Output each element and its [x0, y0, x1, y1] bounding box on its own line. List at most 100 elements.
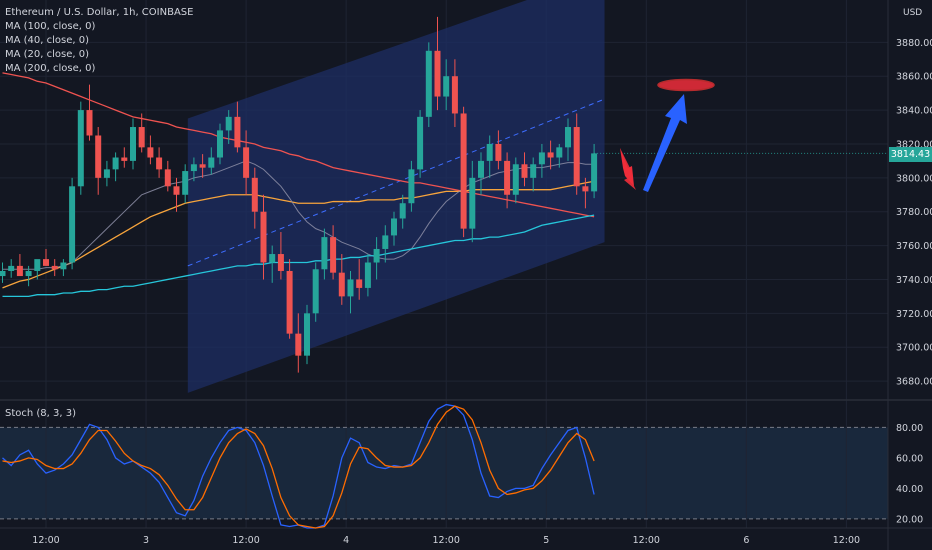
candle — [408, 160, 415, 212]
time-tick-label: 6 — [743, 535, 749, 546]
candle — [121, 147, 128, 168]
candle — [69, 177, 76, 270]
candle-body — [190, 164, 197, 172]
chart-title[interactable]: Ethereum / U.S. Dollar, 1h, COINBASE — [5, 7, 194, 18]
candle — [538, 143, 545, 178]
stoch-d-line — [2, 405, 595, 529]
last-price-badge: 3814.43 — [889, 147, 932, 162]
candle-body — [269, 254, 276, 263]
candle-body — [208, 157, 215, 168]
candle — [434, 16, 441, 111]
candle — [295, 313, 302, 373]
candle — [251, 167, 258, 229]
price-tick-label: 3860.00 — [896, 72, 932, 83]
candle-body — [25, 270, 32, 277]
candle — [243, 130, 250, 195]
price-tick-label: 3880.00 — [896, 38, 932, 49]
candle-body — [451, 76, 458, 114]
candle — [130, 118, 136, 170]
candle-body — [164, 169, 171, 187]
candle — [321, 228, 328, 280]
candle-body — [347, 279, 354, 297]
candle-body — [478, 160, 484, 178]
time-tick-label: 12:00 — [633, 535, 660, 546]
time-tick-label: 4 — [343, 535, 349, 546]
candle — [460, 106, 467, 238]
candle — [0, 262, 6, 283]
candle — [173, 177, 180, 212]
candle — [51, 259, 58, 277]
candle — [190, 157, 197, 182]
candle — [95, 127, 102, 195]
candle-body — [138, 127, 145, 148]
chart-legend: Ethereum / U.S. Dollar, 1h, COINBASE MA … — [5, 6, 193, 76]
candle — [504, 152, 511, 209]
candle-body — [460, 113, 467, 229]
stoch-tick-label: 40.00 — [896, 484, 923, 495]
candle-body — [295, 333, 302, 356]
candle-body — [399, 203, 406, 219]
candle — [382, 225, 389, 263]
candle — [199, 154, 206, 178]
candle-body — [391, 218, 397, 236]
candle — [225, 110, 232, 144]
candle — [112, 152, 119, 182]
price-tick-label: 3680.00 — [896, 377, 932, 388]
price-tick-label: 3760.00 — [896, 241, 932, 252]
candle — [399, 194, 406, 229]
candle-body — [486, 143, 493, 161]
candle-body — [243, 147, 250, 178]
candle — [373, 237, 380, 280]
candle — [486, 135, 493, 178]
legend-ma40[interactable]: MA (40, close, 0) — [5, 35, 90, 46]
candle — [512, 157, 519, 204]
legend-ma200[interactable]: MA (200, close, 0) — [5, 63, 96, 74]
candle — [312, 262, 319, 322]
candle-body — [417, 116, 424, 170]
ma40-line — [2, 180, 595, 289]
stoch-label[interactable]: Stoch (8, 3, 3) — [5, 408, 77, 419]
candle-body — [304, 313, 310, 356]
legend-ma20[interactable]: MA (20, close, 0) — [5, 49, 90, 60]
candle-body — [86, 110, 93, 136]
candle — [521, 152, 528, 187]
candle-body — [121, 157, 128, 161]
candle-body — [251, 177, 258, 212]
candle — [43, 248, 49, 266]
candle — [304, 304, 310, 365]
candle-body — [34, 259, 41, 271]
price-tick-label: 3820.00 — [896, 139, 932, 150]
candle-body — [225, 116, 232, 131]
candle-body — [364, 262, 371, 288]
candle — [138, 113, 145, 153]
candle — [556, 143, 563, 168]
candle-body — [95, 135, 102, 178]
time-tick-label: 5 — [543, 535, 549, 546]
candle-body — [582, 186, 589, 192]
candle — [286, 259, 293, 339]
candle-body — [277, 254, 284, 271]
candle-body — [382, 235, 389, 249]
candle — [260, 194, 267, 280]
candle — [182, 164, 189, 204]
candle-body — [286, 270, 293, 334]
ma200-line — [2, 214, 595, 298]
ma100-line — [2, 72, 595, 218]
candle — [103, 160, 110, 187]
candle-body — [504, 160, 511, 195]
candle-body — [443, 76, 450, 97]
candle-body — [530, 164, 537, 178]
candle — [356, 259, 363, 300]
candle-body — [538, 152, 545, 165]
candle-body — [330, 237, 337, 273]
candlesticks — [0, 16, 598, 373]
price-tick-label: 3740.00 — [896, 275, 932, 286]
candle-body — [43, 259, 49, 266]
candle — [530, 157, 537, 192]
candle — [364, 254, 371, 297]
stoch-band-fill — [0, 427, 888, 519]
candle-body — [356, 279, 363, 288]
legend-ma100[interactable]: MA (100, close, 0) — [5, 21, 96, 32]
candle-body — [425, 50, 432, 117]
